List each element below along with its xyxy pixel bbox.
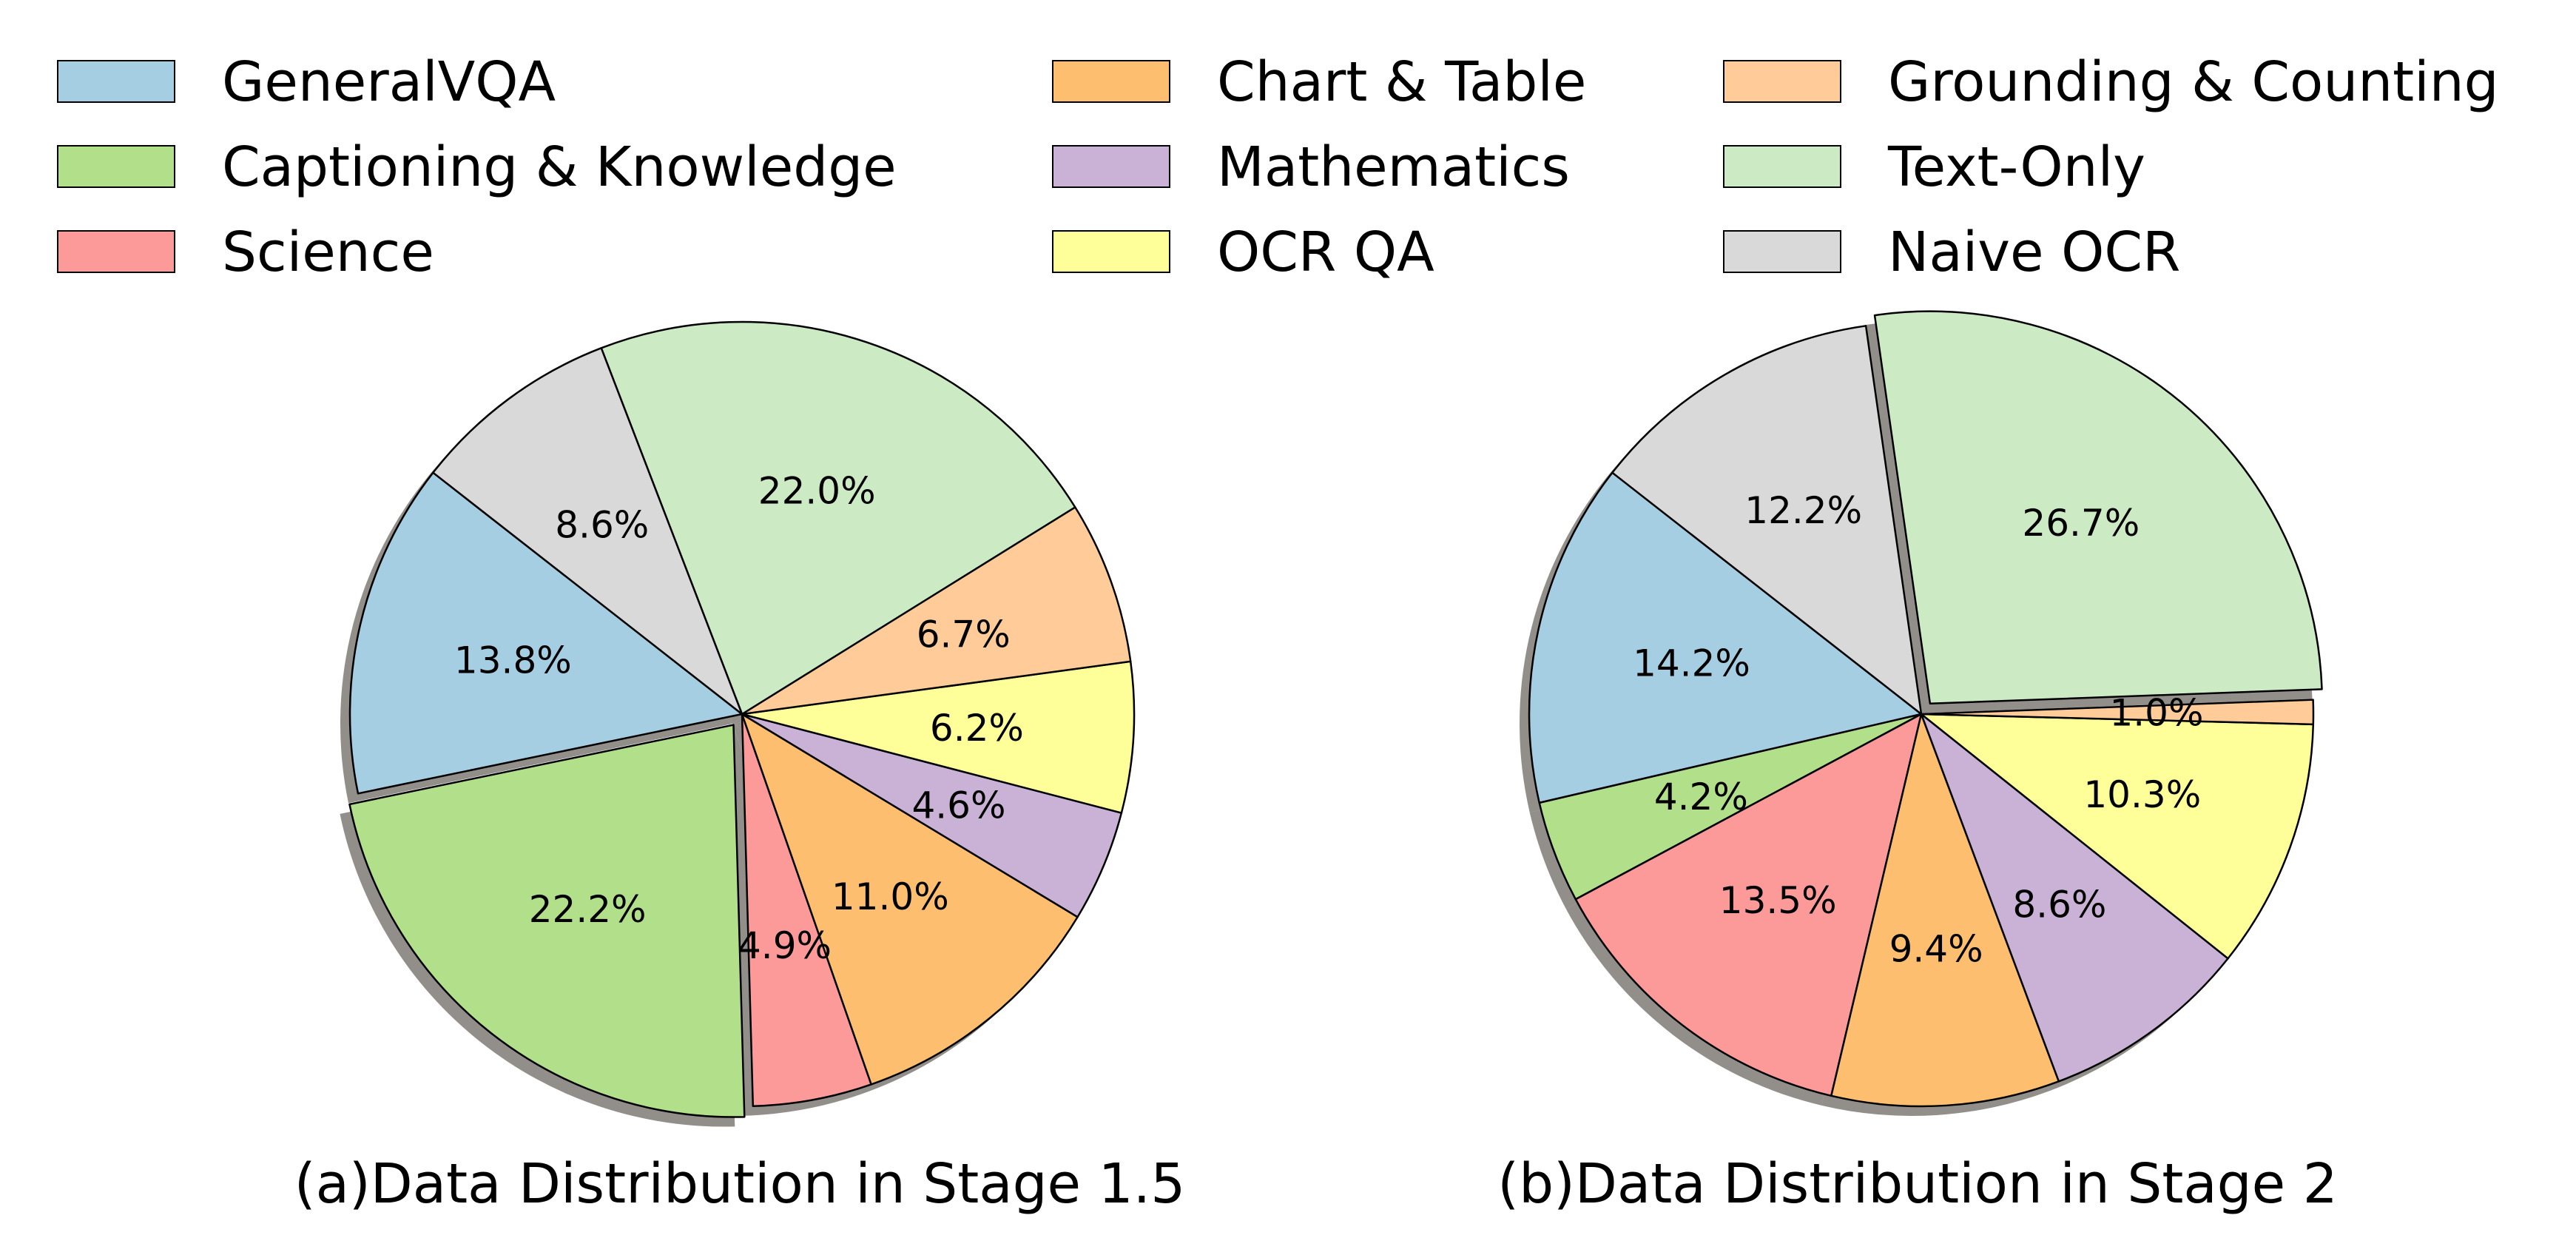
pct-label-ocr-qa: 10.3% — [2083, 773, 2201, 816]
wedge-science — [1574, 713, 1923, 1097]
wedge-grounding-and-counting — [1920, 699, 2315, 726]
wedge-text-only — [600, 320, 1076, 716]
legend-label-mathematics: Mathematics — [1217, 135, 1570, 199]
wedge-chart-and-table — [741, 713, 1079, 1086]
legend-swatch-ocr-qa — [1052, 230, 1170, 273]
legend-swatch-mathematics — [1052, 145, 1170, 188]
legend-label-text-only: Text-Only — [1887, 135, 2145, 199]
wedge-text-only — [1873, 310, 2323, 705]
pct-label-chart-and-table: 11.0% — [832, 875, 949, 918]
wedge-ocr-qa — [1920, 713, 2315, 960]
legend-label-generalvqa: GeneralVQA — [222, 50, 556, 114]
pct-label-naive-ocr: 8.6% — [555, 503, 649, 546]
legend-swatch-chart-and-table — [1052, 60, 1170, 103]
pie-wedge-layer — [348, 320, 1136, 1118]
pct-label-text-only: 26.7% — [2022, 502, 2140, 545]
pct-label-text-only: 22.0% — [758, 470, 876, 513]
legend-label-naive-ocr: Naive OCR — [1888, 221, 2180, 284]
legend-swatch-grounding-and-counting — [1723, 60, 1841, 103]
wedge-captioning-and-knowledge — [348, 724, 746, 1118]
pct-label-chart-and-table: 9.4% — [1889, 927, 1983, 970]
wedge-naive-ocr — [1611, 325, 1923, 716]
pct-label-grounding-and-counting: 6.7% — [917, 613, 1011, 656]
pct-label-captioning-and-knowledge: 22.2% — [529, 888, 647, 931]
pie-label-layer: 13.8% 22.2% 4.9%11.0% 4.6% 6.2% 6.7% 22.0% 8.6% — [454, 470, 1024, 967]
legend-label-grounding-and-counting: Grounding & Counting — [1888, 50, 2499, 114]
pie-chart-stage-1-5: 13.8% 22.2% 4.9%11.0% 4.6% 6.2% 6.7% 22.0% 8.6% — [340, 320, 1136, 1127]
legend-swatch-science — [57, 230, 175, 273]
pct-label-mathematics: 4.6% — [911, 784, 1005, 827]
pct-label-naive-ocr: 12.2% — [1744, 489, 1862, 532]
pie-wedge-layer — [1528, 310, 2323, 1108]
chart-title-stage-2: (b)Data Distribution in Stage 2 — [1497, 1152, 2338, 1216]
wedge-science — [741, 713, 872, 1108]
legend-label-science: Science — [222, 221, 434, 284]
pct-label-science: 13.5% — [1719, 879, 1837, 922]
legend-swatch-text-only — [1723, 145, 1841, 188]
pct-label-ocr-qa: 6.2% — [930, 707, 1024, 750]
pct-label-generalvqa: 14.2% — [1633, 642, 1750, 684]
legend-label-ocr-qa: OCR QA — [1217, 221, 1434, 284]
wedge-chart-and-table — [1830, 713, 2060, 1108]
wedge-ocr-qa — [741, 660, 1136, 814]
wedge-mathematics — [1920, 713, 2229, 1083]
legend-label-captioning-and-knowledge: Captioning & Knowledge — [222, 135, 897, 199]
pct-label-science: 4.9% — [738, 924, 832, 967]
chart-title-stage-1-5: (a)Data Distribution in Stage 1.5 — [294, 1152, 1186, 1216]
pct-label-generalvqa: 13.8% — [454, 639, 572, 682]
pct-label-captioning-and-knowledge: 4.2% — [1654, 776, 1748, 818]
pie-chart-stage-2: 14.2% 4.2% 13.5% 9.4% 8.6% 10.3% 1.0% 26.7% 12.2… — [1520, 310, 2323, 1116]
legend-label-chart-and-table: Chart & Table — [1217, 50, 1586, 114]
pie-label-layer: 14.2% 4.2% 13.5% 9.4% 8.6% 10.3% 1.0% 26.7% 12.2… — [1633, 489, 2203, 971]
legend-swatch-generalvqa — [57, 60, 175, 103]
pct-label-mathematics: 8.6% — [2012, 883, 2106, 926]
legend: GeneralVQA Captioning & Knowledge Science C… — [57, 50, 2499, 284]
legend-swatch-naive-ocr — [1723, 230, 1841, 273]
wedge-generalvqa — [348, 471, 744, 795]
pct-label-grounding-and-counting: 1.0% — [2109, 691, 2203, 734]
wedge-naive-ocr — [432, 347, 744, 716]
wedge-grounding-and-counting — [741, 506, 1132, 716]
wedge-generalvqa — [1528, 471, 1923, 804]
legend-swatch-captioning-and-knowledge — [57, 145, 175, 188]
